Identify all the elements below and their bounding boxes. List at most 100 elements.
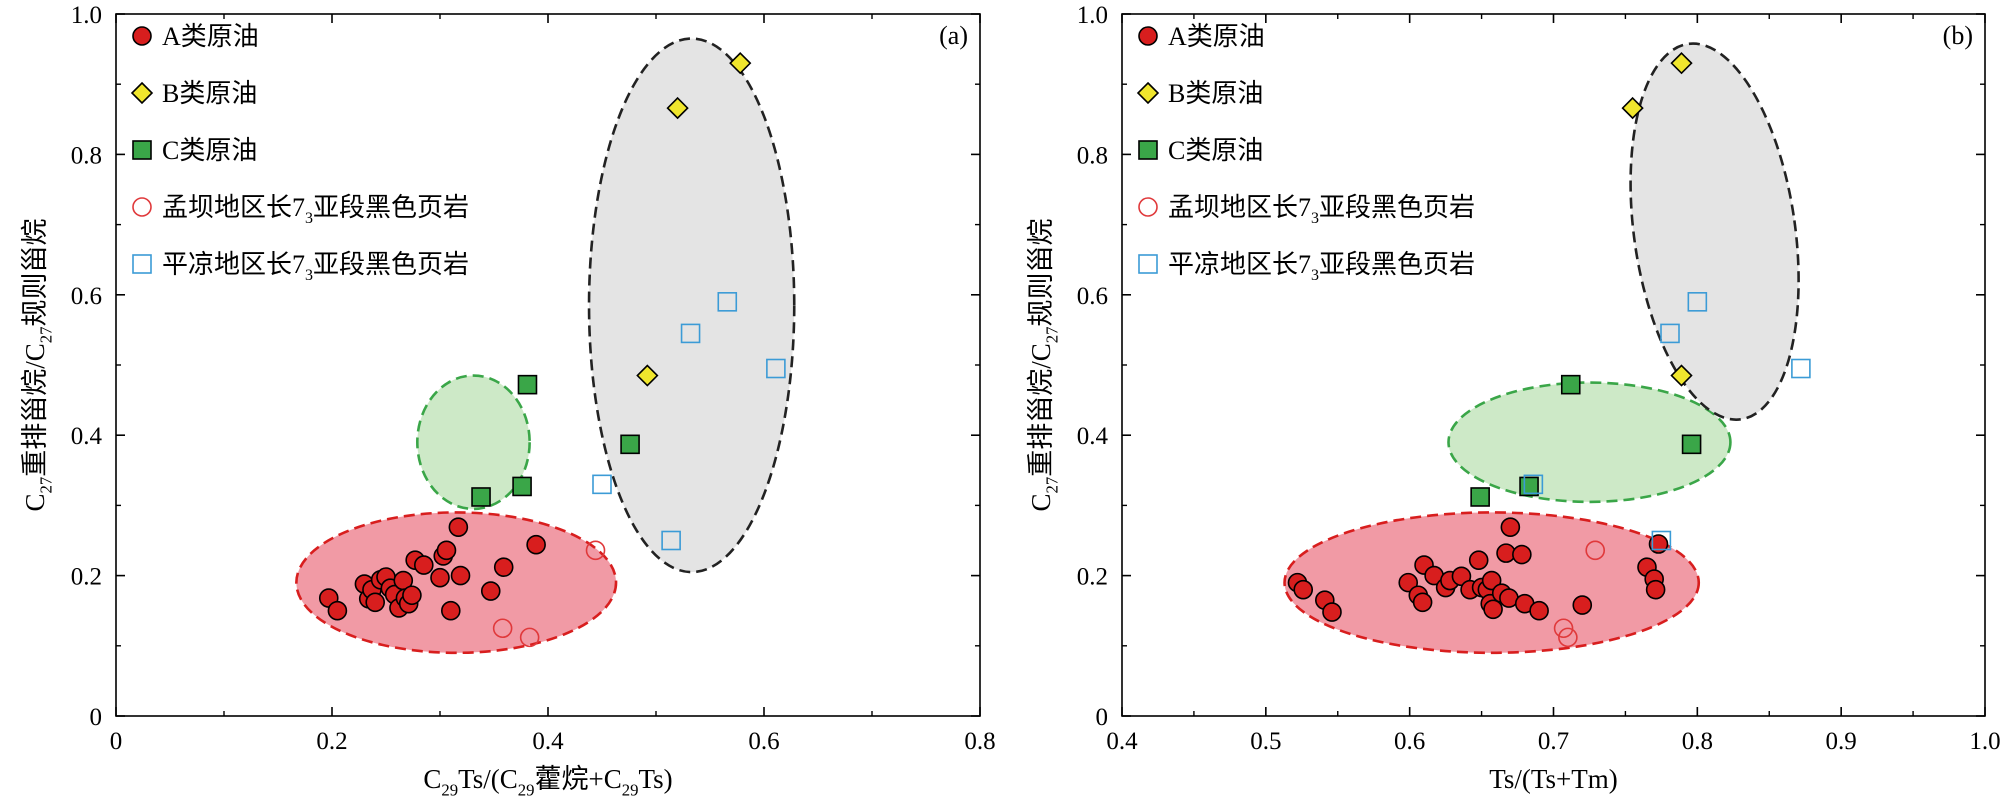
data-point-A [430, 567, 450, 588]
legend-label-C: C类原油 [162, 136, 257, 165]
data-point-PL [1687, 292, 1708, 312]
x-tick-label: 0.4 [1106, 728, 1138, 755]
legend-marker-MB [132, 197, 152, 217]
legend-marker-C [132, 140, 152, 160]
y-tick-label: 0.2 [71, 564, 102, 591]
legend-label-A: A类原油 [162, 22, 259, 51]
x-tick-label: 0 [110, 728, 123, 755]
data-point-PL [1523, 474, 1544, 495]
data-point-A [402, 585, 422, 606]
panel-b: 0.4 0.5 0.6 0.7 0.8 0.9 1.0 0 0.2 0.4 0.6 0.8 1.0 (b)… [1026, 2, 2001, 794]
data-point-MB [1553, 618, 1574, 639]
data-point-C [620, 434, 640, 455]
group-ellipse-B [1629, 42, 1800, 421]
data-point-PL [680, 323, 701, 344]
data-point-A [327, 600, 348, 621]
data-point-PL [717, 292, 738, 312]
data-point-A [1412, 592, 1433, 613]
legend-label-A: A类原油 [1168, 22, 1265, 51]
panel-a: 0 0.2 0.4 0.6 0.8 0 0.2 0.4 0.6 0.8 1.0 (a) C29Ts/(C… [20, 2, 996, 800]
y-axis-label: C27重排甾烷/C27规则甾烷 [1026, 219, 1062, 512]
legend-label-MB: 孟坝地区长73亚段黑色页岩 [162, 193, 469, 227]
legend-marker-A [1138, 26, 1158, 46]
data-point-B [1670, 364, 1693, 387]
y-tick-label: 0 [90, 704, 103, 731]
legend-marker-B [130, 81, 154, 105]
legend-label-C: C类原油 [1168, 136, 1263, 165]
data-point-A [448, 517, 469, 537]
data-point-A [1481, 570, 1502, 591]
data-point-A [480, 581, 501, 601]
y-tick-label: 0.8 [1077, 142, 1108, 169]
data-point-C [1470, 487, 1490, 507]
legend-marker-PL [132, 254, 152, 274]
data-point-A [1512, 544, 1532, 565]
legend-label-B: B类原油 [162, 79, 257, 108]
data-point-A [1648, 534, 1669, 554]
legend-marker-A [132, 26, 152, 46]
y-tick-label: 0.8 [71, 142, 102, 169]
group-ellipse-C [1447, 381, 1732, 504]
data-point-A [440, 600, 461, 621]
x-tick-label: 0.6 [748, 728, 779, 755]
data-point-A [526, 534, 546, 555]
x-tick-label: 0.9 [1826, 728, 1857, 755]
data-point-MB [492, 618, 513, 639]
x-tick-label: 0.8 [1682, 728, 1713, 755]
group-ellipse-C [416, 374, 531, 511]
data-point-MB [519, 627, 540, 648]
data-point-A [1468, 550, 1489, 570]
data-point-A [413, 555, 434, 575]
data-point-A [493, 557, 514, 577]
x-tick-label: 0.5 [1250, 728, 1281, 755]
legend-marker-PL [1138, 254, 1158, 274]
data-point-A [365, 592, 386, 613]
y-tick-label: 1.0 [71, 2, 102, 29]
data-point-A [1500, 517, 1521, 537]
x-tick-label: 0.8 [964, 728, 995, 755]
y-axis-label: C27重排甾烷/C27规则甾烷 [20, 219, 56, 512]
x-axis-label: C29Ts/(C29藿烷+C29Ts) [423, 764, 672, 796]
legend-label-PL: 平凉地区长73亚段黑色页岩 [1168, 250, 1475, 284]
data-point-A [450, 565, 471, 586]
data-point-A [1483, 599, 1503, 620]
legend-marker-MB [1138, 197, 1158, 217]
data-point-PL [1791, 358, 1811, 379]
data-point-PL [661, 530, 681, 551]
x-tick-label: 0.2 [316, 728, 347, 755]
data-point-A [1572, 595, 1593, 615]
data-point-C [1560, 374, 1581, 395]
data-point-PL [766, 358, 786, 379]
panel-label: (a) [939, 21, 968, 50]
data-point-C [1681, 434, 1702, 455]
data-point-C [512, 476, 532, 497]
y-tick-label: 1.0 [1077, 2, 1108, 29]
data-point-B [636, 364, 659, 387]
data-point-C [517, 374, 538, 395]
legend-label-PL: 平凉地区长73亚段黑色页岩 [162, 250, 469, 284]
y-tick-label: 0.4 [1077, 423, 1109, 450]
data-point-PL [1660, 323, 1680, 344]
data-point-B [729, 52, 752, 75]
group-ellipse-B [587, 37, 796, 574]
x-tick-label: 0.7 [1538, 728, 1569, 755]
x-axis-label: Ts/(Ts+Tm) [1489, 764, 1617, 794]
x-tick-label: 0.6 [1394, 728, 1425, 755]
y-tick-label: 0.6 [1077, 283, 1108, 310]
x-tick-label: 1.0 [1969, 728, 2000, 755]
data-point-B [1621, 96, 1644, 120]
data-point-B [1670, 52, 1693, 75]
data-point-B [666, 96, 689, 120]
legend-label-MB: 孟坝地区长73亚段黑色页岩 [1168, 193, 1475, 227]
y-tick-label: 0 [1096, 704, 1109, 731]
data-point-A [1293, 579, 1314, 600]
y-tick-label: 0.4 [71, 423, 103, 450]
data-point-MB [1558, 627, 1578, 648]
data-point-A [436, 540, 457, 561]
legend-marker-B [1136, 81, 1160, 105]
legend-label-B: B类原油 [1168, 79, 1263, 108]
data-point-MB [585, 540, 606, 561]
data-point-A [1529, 600, 1549, 621]
